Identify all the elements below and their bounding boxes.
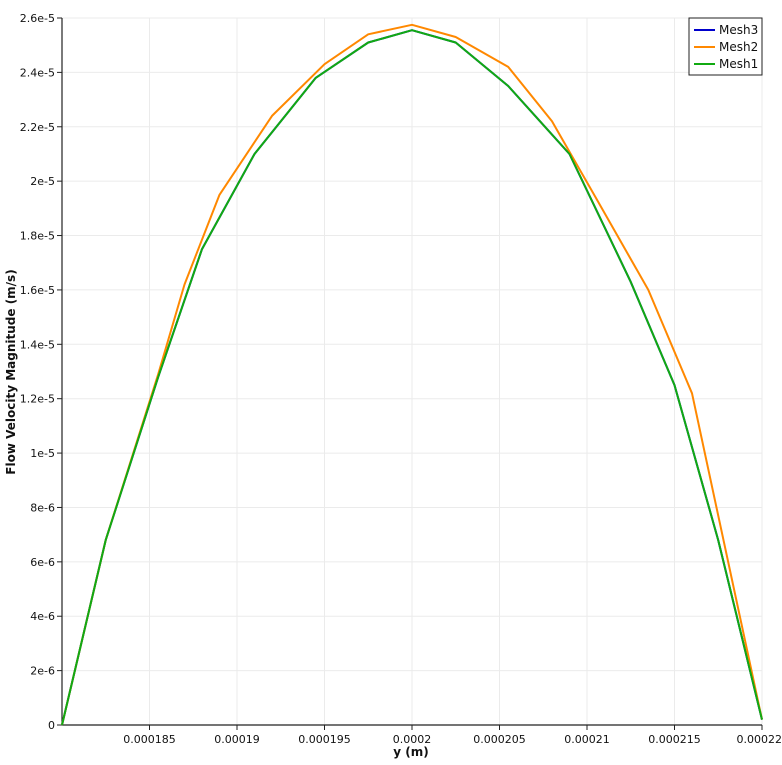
y-tick-label: 2e-6 (30, 665, 55, 678)
x-tick-label: 0.00022 (737, 733, 782, 746)
x-tick-label: 0.00019 (214, 733, 260, 746)
series-lines (61, 23, 763, 726)
legend-label-mesh1: Mesh1 (719, 57, 758, 71)
legend: Mesh3 Mesh2 Mesh1 (688, 17, 763, 76)
x-tick-label: 0.000195 (298, 733, 351, 746)
x-tick-label: 0.0002 (393, 733, 432, 746)
y-tick-label: 2e-5 (30, 175, 55, 188)
grid-lines (62, 17, 763, 726)
y-tick-label: 2.6e-5 (20, 12, 55, 25)
y-tick-label: 1.6e-5 (20, 284, 55, 297)
x-tick-label: 0.00021 (564, 733, 610, 746)
x-tick-label: 0.000205 (473, 733, 526, 746)
x-tick-label: 0.000215 (648, 733, 701, 746)
y-tick-label: 1.2e-5 (20, 393, 55, 406)
y-tick-label: 8e-6 (30, 501, 55, 514)
x-tick-label: 0.000185 (123, 733, 176, 746)
y-tick-label: 1.4e-5 (20, 338, 55, 351)
x-axis-title: y (m) (393, 745, 428, 759)
y-tick-label: 2.4e-5 (20, 66, 55, 79)
y-tick-label: 0 (48, 719, 55, 732)
tick-labels: 0 2e-6 4e-6 6e-6 8e-6 1e-5 1.2e-5 1.4e-5 1.6e-5 1… (20, 12, 782, 746)
y-tick-label: 4e-6 (30, 610, 55, 623)
series-line-mesh1 (61, 29, 763, 726)
axes (57, 17, 763, 730)
series-line-mesh2 (61, 23, 763, 726)
y-tick-label: 6e-6 (30, 556, 55, 569)
y-tick-label: 1.8e-5 (20, 230, 55, 243)
y-tick-label: 2.2e-5 (20, 121, 55, 134)
y-tick-label: 1e-5 (30, 447, 55, 460)
legend-label-mesh2: Mesh2 (719, 40, 758, 54)
y-axis-title: Flow Velocity Magnitude (m/s) (4, 269, 18, 474)
legend-label-mesh3: Mesh3 (719, 23, 758, 37)
